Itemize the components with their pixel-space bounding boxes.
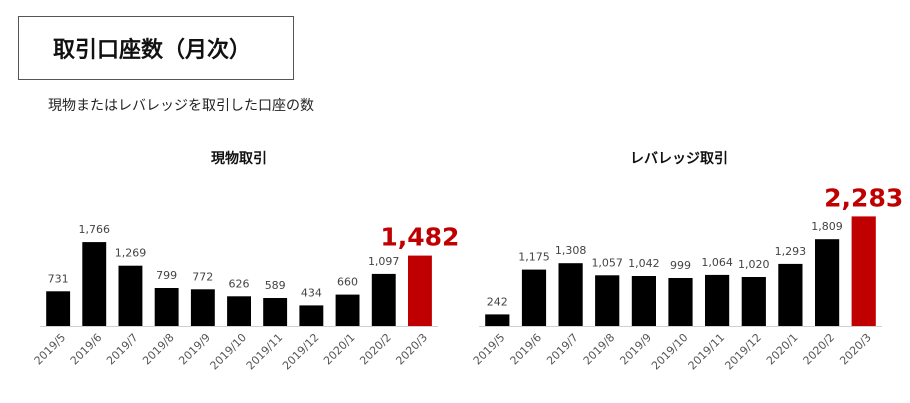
leverage-bar-2019/11 [705,274,730,326]
leverage-bar-2019/12 [741,277,766,326]
leverage-chart-title: レバレッジ取引 [630,151,728,167]
spot-bar-2020/2 [371,273,396,326]
spot-bar-2019/10 [227,296,251,326]
spot-chart-title: 現物取引 [211,150,267,167]
leverage-bar-2019/9 [631,276,656,326]
leverage-bar-2020/3 [851,216,876,326]
leverage-tick-label-2019/12: 2019/12 [722,331,764,373]
leverage-value-label-2019/12: 1,020 [738,258,770,271]
leverage-bar-2020/1 [778,263,803,326]
leverage-bar-2019/7 [558,263,583,326]
leverage-tick-label-2020/3: 2020/3 [837,331,874,368]
spot-value-label-2020/2: 1,097 [368,255,400,268]
leverage-bar-2020/2 [815,239,840,326]
spot-bar-2020/3 [408,255,432,326]
spot-bar-2019/5 [46,291,71,326]
spot-bar-2020/1 [335,294,360,326]
spot-bar-2019/8 [154,288,179,326]
leverage-value-label-2019/9: 1,042 [628,257,660,270]
leverage-value-label-2020/3: 2,283 [824,183,903,212]
page-title: 取引口座数（月次） [18,16,294,80]
leverage-value-label-2020/1: 1,293 [775,245,807,258]
spot-value-label-2020/1: 660 [337,276,358,289]
leverage-value-label-2019/6: 1,175 [518,251,550,264]
spot-value-label-2019/6: 1,766 [79,223,111,236]
leverage-value-label-2019/8: 1,057 [591,256,623,269]
leverage-tick-label-2020/1: 2020/1 [764,331,801,368]
spot-value-label-2019/12: 434 [301,286,322,299]
leverage-bar-2019/8 [595,275,620,326]
spot-value-label-2019/9: 772 [192,270,213,283]
leverage-value-label-2019/11: 1,064 [701,256,733,269]
leverage-tick-label-2019/9: 2019/9 [617,331,654,368]
spot-value-label-2020/3: 1,482 [380,223,459,252]
leverage-tick-label-2020/2: 2020/2 [801,331,838,368]
leverage-tick-label-2019/5: 2019/5 [471,331,508,368]
leverage-tick-label-2019/7: 2019/7 [544,331,581,368]
leverage-value-label-2019/10: 999 [670,259,691,272]
leverage-value-label-2020/2: 1,809 [811,220,843,233]
spot-bar-2019/7 [118,265,143,326]
leverage-tick-label-2019/8: 2019/8 [581,331,618,368]
leverage-bar-2019/6 [521,269,547,326]
spot-bar-2019/11 [263,298,288,326]
spot-value-label-2019/10: 626 [229,277,250,290]
spot-value-label-2019/7: 1,269 [115,247,147,260]
spot-value-label-2019/11: 589 [265,279,286,292]
spot-bar-2019/6 [82,242,107,326]
spot-trading-chart: 現物取引7312019/51,7662019/61,2692019/779920… [32,150,460,372]
leverage-bar-2019/5 [485,314,510,326]
leverage-tick-label-2019/10: 2019/10 [649,331,691,373]
leverage-value-label-2019/5: 242 [487,295,508,308]
leverage-bar-2019/10 [668,278,693,326]
spot-bar-2019/9 [190,289,215,326]
spot-value-label-2019/5: 731 [48,272,69,285]
leverage-tick-label-2019/6: 2019/6 [508,331,545,368]
spot-bar-2019/12 [299,305,324,326]
leverage-tick-label-2019/11: 2019/11 [686,331,728,373]
page-subtitle: 現物またはレバレッジを取引した口座の数 [48,98,314,114]
leverage-value-label-2019/7: 1,308 [555,244,587,257]
spot-value-label-2019/8: 799 [156,269,177,282]
